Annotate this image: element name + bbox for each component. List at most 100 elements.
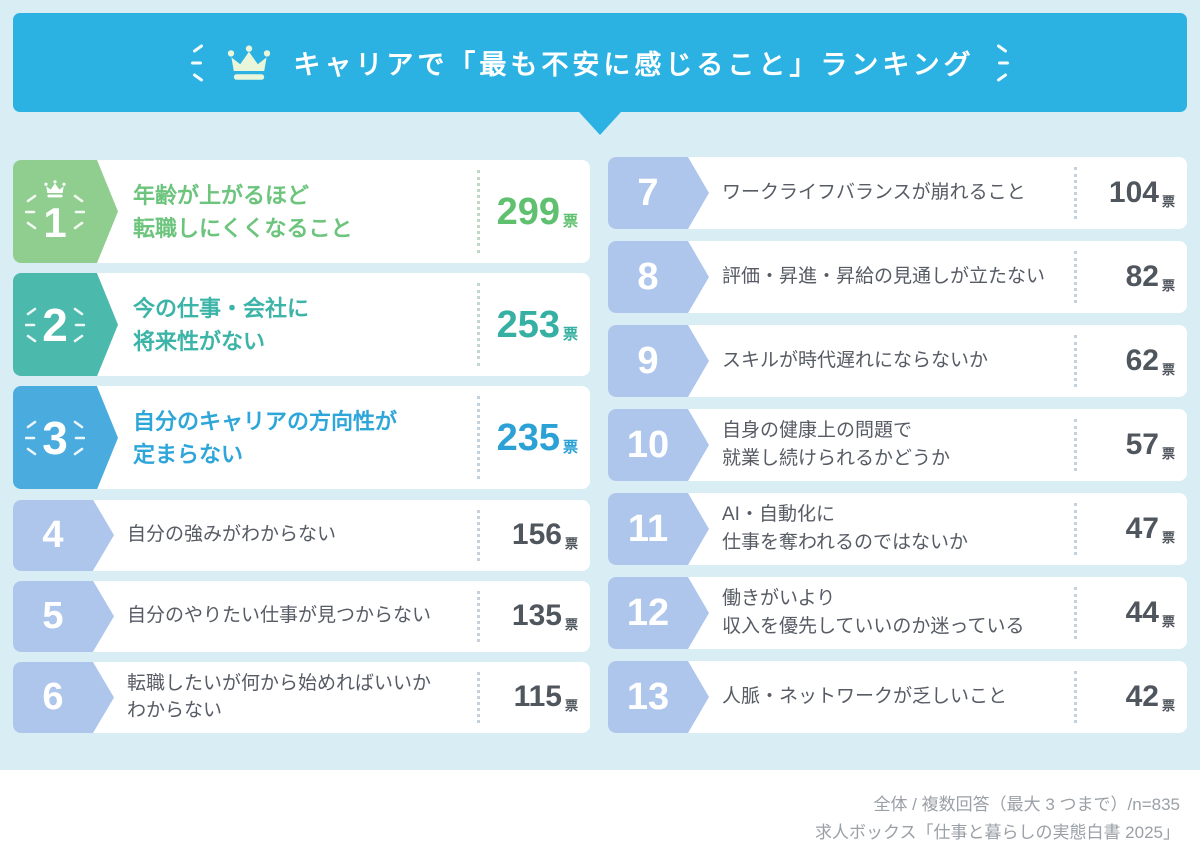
rank-number: 10 — [626, 424, 670, 466]
ranking-row-9: 9 スキルが時代遅れにならないか 62 票 — [608, 325, 1187, 397]
rank-number: 9 — [637, 340, 659, 382]
vote-count: 156 票 — [477, 509, 590, 561]
ranking-row-6: 6 転職したいが何から始めればいいか わからない 115 票 — [13, 661, 590, 733]
vote-number: 82 — [1125, 260, 1159, 293]
rank-11-badge: 11 — [608, 493, 688, 565]
rank-label: 自身の健康上の問題で 就業し続けられるかどうか — [722, 420, 951, 469]
header-banner: キャリアで「最も不安に感じること」ランキング — [13, 13, 1187, 112]
vote-count: 235 票 — [477, 396, 590, 480]
ranking-row-3: 3 自分のキャリアの方向性が 定まらない 235 票 — [13, 386, 590, 490]
vote-unit: 票 — [564, 616, 578, 632]
vote-unit: 票 — [1161, 529, 1175, 545]
vote-count: 115 票 — [477, 671, 590, 723]
rank-number: 1 — [43, 198, 67, 246]
rank-label: 評価・昇進・昇給の見通しが立たない — [722, 266, 1046, 288]
vote-number: 44 — [1125, 596, 1159, 629]
vote-unit: 票 — [562, 326, 578, 344]
vote-count: 47 票 — [1074, 503, 1187, 555]
rank-number: 11 — [627, 508, 669, 550]
ranking-row-7: 7 ワークライフバランスが崩れること 104 票 — [608, 157, 1187, 229]
vote-count: 253 票 — [477, 283, 590, 367]
vote-unit: 票 — [564, 535, 578, 551]
vote-number: 104 — [1108, 176, 1159, 209]
vote-count: 57 票 — [1074, 419, 1187, 471]
rank-label: 今の仕事・会社に 将来性がない — [133, 295, 310, 354]
ranking-row-2: 2 今の仕事・会社に 将来性がない 253 票 — [13, 273, 590, 377]
rank-number: 8 — [637, 256, 659, 298]
vote-unit: 票 — [564, 697, 578, 713]
rank-number: 6 — [42, 676, 64, 719]
rank-9-badge: 9 — [608, 325, 688, 397]
sparkle-icon — [73, 307, 85, 342]
vote-count: 104 票 — [1074, 167, 1187, 219]
rank-5-badge: 5 — [13, 580, 93, 652]
sparkle-icon — [25, 307, 37, 342]
vote-number: 156 — [511, 518, 562, 552]
rank-label: 自分のやりたい仕事が見つからない — [127, 605, 432, 627]
vote-count: 62 票 — [1074, 335, 1187, 387]
rank-label: AI・自動化に 仕事を奪われるのではないか — [722, 504, 969, 553]
ranking-row-12: 12 働きがいより 収入を優先していいのか迷っている 44 票 — [608, 577, 1187, 649]
rank-13-badge: 13 — [608, 661, 688, 733]
rank-number: 3 — [42, 411, 68, 464]
rank-1-badge: 1 — [13, 160, 97, 263]
crown-icon — [44, 179, 66, 197]
vote-unit: 票 — [1161, 277, 1175, 293]
page-title: キャリアで「最も不安に感じること」ランキング — [293, 50, 975, 80]
rank-12-badge: 12 — [608, 577, 688, 649]
ranking-row-4: 4 自分の強みがわからない 156 票 — [13, 499, 590, 571]
vote-count: 299 票 — [477, 170, 590, 253]
vote-unit: 票 — [562, 213, 578, 230]
sparkle-icon — [25, 420, 37, 456]
ranking-row-13: 13 人脈・ネットワークが乏しいこと 42 票 — [608, 661, 1187, 733]
rank-6-badge: 6 — [13, 661, 93, 733]
ranking-column-right: 7 ワークライフバランスが崩れること 104 票 8 評価・昇進・昇給の見通しが… — [608, 157, 1187, 733]
rank-label: 人脈・ネットワークが乏しいこと — [722, 686, 1008, 708]
rank-number: 2 — [42, 298, 68, 351]
rank-number: 5 — [42, 595, 64, 638]
rank-label: 働きがいより 収入を優先していいのか迷っている — [722, 588, 1025, 637]
vote-number: 299 — [496, 190, 560, 233]
vote-number: 135 — [511, 599, 562, 633]
ranking-row-11: 11 AI・自動化に 仕事を奪われるのではないか 47 票 — [608, 493, 1187, 565]
rank-label: 転職したいが何から始めればいいか わからない — [127, 672, 432, 722]
title-accent-left-icon — [191, 44, 204, 81]
rank-4-badge: 4 — [13, 499, 93, 571]
footer-note: 全体 / 複数回答（最大 3 つまで）/n=835 求人ボックス「仕事と暮らしの… — [815, 791, 1180, 847]
rank-number: 13 — [626, 676, 670, 718]
vote-count: 44 票 — [1074, 587, 1187, 639]
rank-10-badge: 10 — [608, 409, 688, 481]
rank-label: スキルが時代遅れにならないか — [722, 350, 989, 372]
rank-number: 12 — [626, 592, 670, 634]
rank-label: 年齢が上がるほど 転職しにくくなること — [133, 182, 353, 241]
survey-source: 求人ボックス「仕事と暮らしの実態白書 2025」 — [814, 823, 1180, 843]
ranking-row-5: 5 自分のやりたい仕事が見つからない 135 票 — [13, 580, 590, 652]
rank-3-badge: 3 — [13, 386, 97, 490]
vote-number: 57 — [1125, 428, 1159, 461]
ranking-row-8: 8 評価・昇進・昇給の見通しが立たない 82 票 — [608, 241, 1187, 313]
sparkle-icon — [73, 420, 85, 456]
rank-label: 自分のキャリアの方向性が 定まらない — [133, 408, 398, 467]
rank-2-badge: 2 — [13, 273, 97, 377]
vote-number: 235 — [496, 416, 560, 459]
rank-number: 4 — [42, 514, 64, 557]
vote-unit: 票 — [1161, 445, 1175, 461]
vote-unit: 票 — [562, 439, 578, 457]
ranking-column-left: 1 年齢が上がるほど 転職しにくくなること 299 票 2 今の仕事・会社に 将… — [13, 160, 590, 733]
vote-unit: 票 — [1161, 613, 1175, 629]
vote-number: 42 — [1125, 680, 1159, 713]
crown-icon — [228, 44, 271, 80]
vote-count: 135 票 — [477, 590, 590, 642]
vote-number: 62 — [1125, 344, 1159, 377]
vote-count: 82 票 — [1074, 251, 1187, 303]
vote-unit: 票 — [1161, 193, 1175, 209]
title-accent-right-icon — [996, 44, 1009, 81]
vote-unit: 票 — [1161, 697, 1175, 713]
rank-number: 7 — [637, 172, 659, 214]
ranking-row-1: 1 年齢が上がるほど 転職しにくくなること 299 票 — [13, 160, 590, 263]
sparkle-icon — [25, 194, 37, 229]
vote-number: 253 — [496, 303, 560, 346]
vote-count: 42 票 — [1074, 671, 1187, 723]
survey-condition: 全体 / 複数回答（最大 3 つまで）/n=835 — [873, 795, 1180, 814]
rank-label: 自分の強みがわからない — [127, 524, 337, 546]
